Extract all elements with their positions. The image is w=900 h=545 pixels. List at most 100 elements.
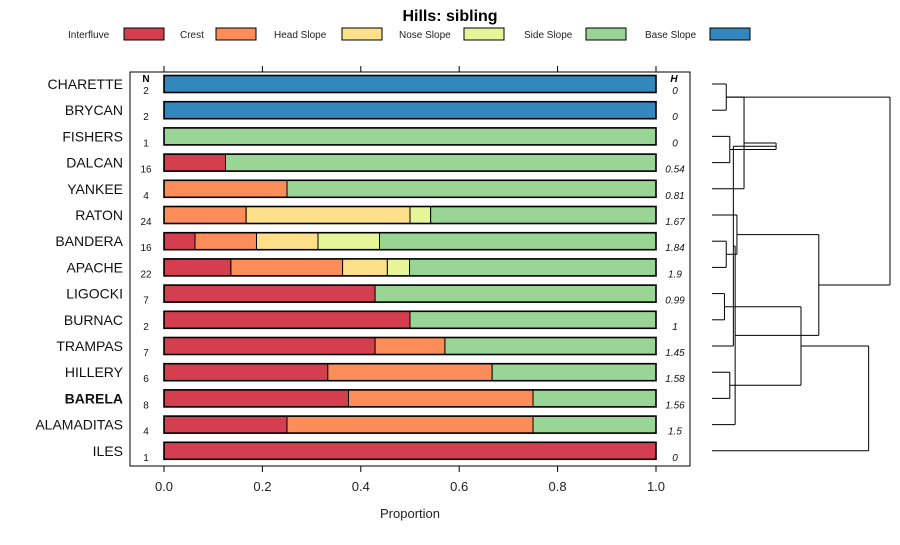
row-label: BANDERA	[55, 233, 123, 249]
legend-item-interfluve: Interfluve	[68, 27, 165, 41]
bar-segment-interfluve	[163, 310, 411, 329]
h-value: 0	[672, 453, 678, 464]
bar-segment-base-slope	[163, 75, 657, 93]
x-tick-label: 1.0	[647, 479, 665, 494]
bar-segment-interfluve	[163, 153, 226, 172]
n-value: 4	[143, 427, 149, 438]
row-label: CHARETTE	[48, 76, 123, 92]
bar-segment-base-slope	[163, 101, 657, 120]
row-label: HILLERY	[65, 364, 124, 380]
bar-row-trampas	[163, 336, 657, 356]
bar-row-bandera	[163, 231, 657, 251]
bar-row-alamaditas	[163, 415, 657, 434]
h-value: 1.67	[665, 217, 685, 228]
n-value: 16	[140, 165, 152, 176]
bar-segment-crest	[163, 179, 288, 198]
row-label: YANKEE	[67, 181, 123, 197]
bar-segment-side-slope	[430, 206, 657, 224]
legend-label: Head Slope	[274, 30, 327, 41]
bar-outline	[163, 231, 657, 251]
bar-row-raton	[163, 205, 657, 225]
bar-segment-nose-slope	[386, 258, 411, 277]
bar-outline	[163, 100, 657, 120]
dendrogram	[712, 83, 891, 452]
n-value: 24	[140, 217, 152, 228]
bar-segment-crest	[230, 258, 344, 277]
bar-row-brycan	[163, 100, 657, 120]
bar-segment-side-slope	[286, 179, 657, 198]
row-label: RATON	[75, 207, 123, 223]
legend-item-base-slope: Base Slope	[645, 27, 751, 41]
bar-outline	[163, 389, 657, 408]
h-value: 0	[672, 112, 678, 123]
n-value: 1	[143, 453, 149, 464]
bar-segment-side-slope	[409, 310, 657, 329]
bar-segment-interfluve	[163, 284, 376, 303]
row-label: BRYCAN	[65, 102, 123, 118]
n-value: 4	[143, 191, 149, 202]
bar-segment-nose-slope	[317, 232, 380, 251]
bar-outline	[163, 258, 657, 277]
bar-segment-side-slope	[409, 258, 657, 277]
row-label: TRAMPAS	[56, 338, 123, 354]
n-column-header: N	[142, 74, 149, 85]
legend-item-nose-slope: Nose Slope	[399, 27, 505, 41]
x-axis: 0.0 0.2 0.4 0.6 0.8 1.0	[155, 66, 665, 494]
bar-row-barela	[163, 389, 657, 408]
legend-label: Side Slope	[524, 30, 573, 41]
bar-row-ligocki	[163, 284, 657, 303]
bar-segment-side-slope	[444, 337, 657, 355]
bar-segment-nose-slope	[409, 206, 432, 224]
bar-outline	[163, 153, 657, 172]
h-value: 0.54	[665, 165, 685, 176]
bar-segment-interfluve	[163, 258, 232, 277]
n-value: 16	[140, 243, 152, 254]
bar-row-charette	[163, 74, 657, 94]
legend-label: Base Slope	[645, 30, 697, 41]
bar-segment-interfluve	[163, 441, 657, 460]
bar-segment-crest	[286, 415, 534, 434]
bar-segment-head-slope	[342, 258, 388, 277]
h-value: 1.9	[668, 269, 682, 280]
n-value: 2	[143, 322, 149, 333]
bar-segment-crest	[348, 389, 534, 408]
x-tick-label: 0.8	[549, 479, 567, 494]
row-label: APACHE	[66, 259, 123, 275]
n-value: 2	[143, 86, 149, 97]
bar-segment-side-slope	[491, 363, 657, 382]
x-tick-label: 0.4	[352, 479, 370, 494]
n-value: 7	[143, 348, 149, 359]
bar-row-fishers	[163, 127, 657, 146]
h-value: 1	[672, 322, 678, 333]
legend-swatch	[709, 27, 751, 41]
legend-item-head-slope: Head Slope	[274, 27, 383, 41]
legend-item-crest: Crest	[180, 27, 257, 41]
bar-segment-side-slope	[374, 284, 657, 303]
h-value: 1.84	[665, 243, 685, 254]
bar-segment-side-slope	[163, 127, 657, 146]
h-value: 1.56	[665, 400, 685, 411]
n-value: 2	[143, 112, 149, 123]
bar-outline	[163, 127, 657, 146]
legend-swatch	[215, 27, 257, 41]
row-label: LIGOCKI	[66, 286, 123, 302]
h-value: 1.58	[665, 374, 685, 385]
x-tick-label: 0.0	[155, 479, 173, 494]
bar-outline	[163, 179, 657, 199]
chart-title: Hills: sibling	[402, 8, 497, 25]
bar-segment-interfluve	[163, 415, 288, 434]
bar-outline	[163, 74, 657, 94]
legend-swatch	[463, 27, 505, 41]
bar-row-dalcan	[163, 153, 657, 172]
h-value: 1.5	[668, 427, 682, 438]
n-value: 8	[143, 400, 149, 411]
bar-segment-crest	[327, 363, 493, 382]
bar-outline	[163, 205, 657, 225]
bar-row-yankee	[163, 179, 657, 199]
row-label: BURNAC	[64, 312, 123, 328]
bar-segment-interfluve	[163, 337, 376, 355]
row-label: ALAMADITAS	[35, 417, 123, 433]
